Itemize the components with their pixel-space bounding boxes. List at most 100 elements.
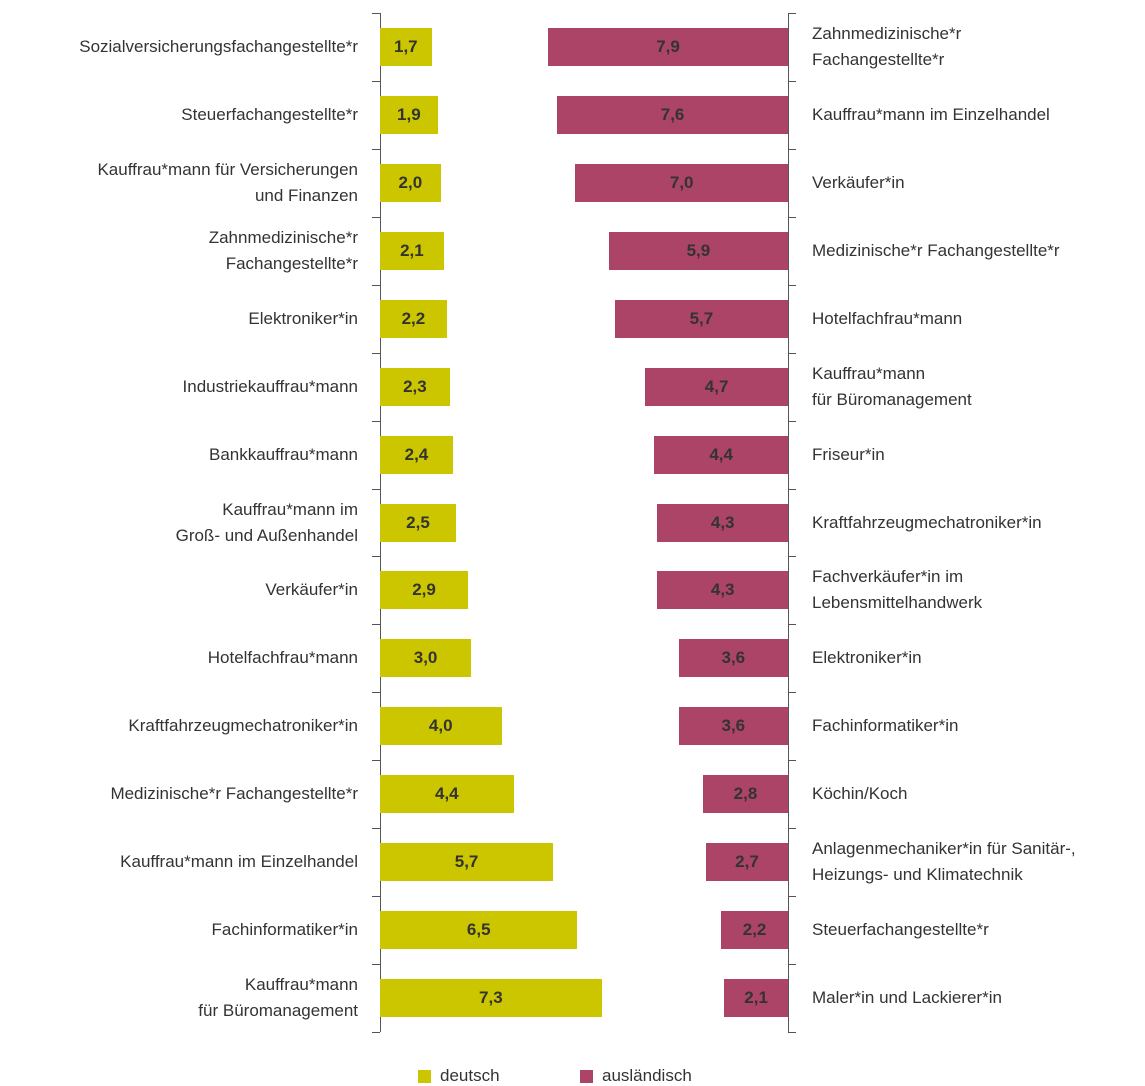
bar	[678, 639, 788, 678]
axis-tick	[788, 624, 796, 626]
data-label: 7,3	[479, 988, 503, 1008]
data-label: 2,9	[412, 580, 436, 600]
data-label: 2,7	[735, 852, 759, 872]
axis-tick	[788, 692, 796, 694]
category-label: Kraftfahrzeugmechatroniker*in	[812, 512, 1042, 532]
axis-tick	[788, 216, 796, 218]
data-label: 2,4	[404, 444, 429, 464]
bar	[380, 843, 554, 882]
data-label: 4,7	[704, 376, 729, 396]
data-label: 5,7	[689, 308, 714, 328]
bar	[380, 163, 441, 202]
category-label: Elektroniker*in	[812, 648, 922, 668]
bar	[380, 979, 602, 1018]
axis-tick	[788, 760, 796, 762]
axis-tick	[788, 1032, 796, 1033]
data-label: 4,0	[428, 716, 453, 736]
data-label: 6,5	[466, 920, 491, 940]
axis-line	[787, 13, 789, 1032]
legend-label: ausländisch	[602, 1066, 692, 1085]
axis-tick	[372, 488, 380, 490]
bar	[380, 775, 514, 814]
axis-tick	[372, 148, 380, 150]
data-label: 2,1	[400, 240, 424, 260]
category-label: Zahnmedizinische*r Fachangestellte*r	[812, 23, 962, 69]
category-label: Kauffrau*mann für Büromanagement	[198, 975, 358, 1021]
axis-tick	[372, 216, 380, 218]
bar	[380, 503, 456, 542]
data-label: 4,3	[710, 580, 735, 600]
axis-tick	[372, 624, 380, 626]
data-label: 2,0	[398, 172, 423, 192]
category-label: Kraftfahrzeugmechatroniker*in	[128, 716, 358, 736]
axis-tick	[788, 13, 796, 14]
data-label: 7,0	[669, 172, 694, 192]
bar	[380, 639, 472, 678]
category-label: Verkäufer*in	[265, 580, 358, 600]
data-label: 3,6	[721, 648, 746, 668]
category-label: Kauffrau*mann im Groß- und Außenhandel	[175, 499, 358, 545]
bar	[702, 775, 788, 814]
axis-tick	[788, 896, 796, 898]
data-label: 5,7	[454, 852, 479, 872]
legend-swatch	[418, 1070, 431, 1083]
data-label: 2,1	[744, 988, 768, 1008]
category-label: Zahnmedizinische*r Fachangestellte*r	[208, 227, 358, 273]
category-label: Bankkauffrau*mann	[208, 444, 358, 464]
bar	[380, 299, 447, 338]
bar	[654, 435, 788, 474]
data-label: 7,6	[660, 104, 685, 124]
data-label: 2,3	[403, 376, 427, 396]
legend-label: deutsch	[440, 1066, 500, 1085]
data-label: 4,3	[710, 512, 735, 532]
data-label: 2,5	[406, 512, 430, 532]
bar	[380, 95, 438, 134]
axis-tick	[372, 80, 380, 82]
axis-tick	[372, 284, 380, 286]
category-label: Anlagenmechaniker*in für Sanitär-, Heizu…	[812, 839, 1076, 885]
legend-swatch	[580, 1070, 593, 1083]
data-label: 4,4	[434, 784, 459, 804]
bar	[678, 707, 788, 746]
axis-tick	[788, 556, 796, 558]
axis-tick	[788, 488, 796, 490]
category-label: Hotelfachfrau*mann	[207, 648, 358, 668]
bar	[608, 231, 788, 270]
data-label: 2,2	[401, 308, 426, 328]
data-label: 7,9	[656, 36, 680, 56]
axis-tick	[372, 13, 380, 14]
category-label: Kauffrau*mann für Büromanagement	[812, 363, 972, 409]
data-label: 1,9	[397, 104, 421, 124]
axis-tick	[372, 692, 380, 694]
bar	[705, 843, 788, 882]
category-label: Kauffrau*mann im Einzelhandel	[120, 852, 358, 872]
axis-tick	[788, 828, 796, 830]
bar	[380, 911, 578, 950]
category-label: Medizinische*r Fachangestellte*r	[110, 784, 358, 804]
category-label: Industriekauffrau*mann	[182, 376, 358, 396]
bar	[380, 707, 502, 746]
axis-tick	[372, 896, 380, 898]
bar	[380, 367, 450, 406]
category-label: Kauffrau*mann für Versicherungen und Fin…	[97, 159, 358, 205]
bar	[614, 299, 788, 338]
bar	[380, 27, 432, 66]
axis-tick	[372, 420, 380, 422]
category-label: Kauffrau*mann im Einzelhandel	[812, 104, 1050, 124]
axis-tick	[788, 148, 796, 150]
category-label: Maler*in und Lackierer*in	[812, 988, 1002, 1008]
axis-tick	[372, 1032, 380, 1033]
bar	[380, 571, 469, 610]
axis-tick	[788, 352, 796, 354]
category-label: Steuerfachangestellte*r	[812, 920, 989, 940]
data-label: 2,2	[742, 920, 767, 940]
category-label: Verkäufer*in	[812, 172, 905, 192]
axis-tick	[788, 420, 796, 422]
category-label: Steuerfachangestellte*r	[181, 104, 358, 124]
category-label: Hotelfachfrau*mann	[812, 308, 963, 328]
bar	[380, 231, 444, 270]
category-label: Fachinformatiker*in	[812, 716, 959, 736]
axis-tick	[372, 760, 380, 762]
axis-tick	[788, 284, 796, 286]
